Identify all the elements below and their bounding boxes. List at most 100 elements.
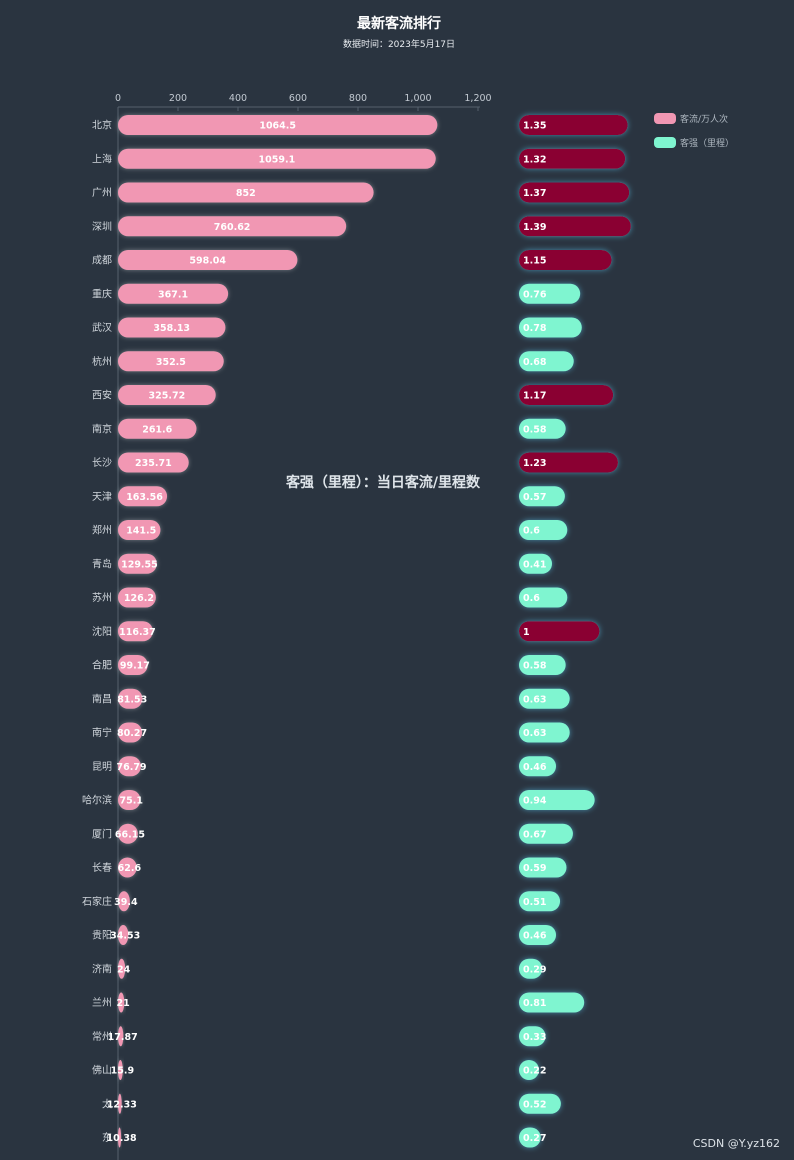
legend-label-passenger-flow: 客流/万人次 bbox=[680, 113, 728, 125]
flow-bar[interactable] bbox=[118, 587, 156, 608]
flow-bar[interactable] bbox=[118, 655, 148, 675]
flow-bar-label: 15.9 bbox=[111, 1066, 134, 1077]
x-tick-label: 200 bbox=[169, 93, 187, 104]
intensity-bar-label: 1.15 bbox=[523, 256, 546, 267]
category-label: 合肥 bbox=[92, 659, 112, 672]
legend-item-passenger-flow[interactable]: 客流/万人次 bbox=[654, 113, 728, 125]
intensity-bar[interactable] bbox=[519, 317, 582, 338]
passenger-flow-bars: 1064.5 1059.1 852 760.62 598.04 367.1 358.13 35… bbox=[107, 115, 438, 1148]
flow-bar-label: 10.38 bbox=[107, 1133, 137, 1144]
legend-item-intensity[interactable]: 客强（里程） bbox=[654, 137, 734, 149]
flow-bar[interactable] bbox=[118, 688, 143, 709]
flow-bar[interactable] bbox=[118, 992, 125, 1013]
intensity-bar[interactable] bbox=[519, 688, 570, 709]
flow-bar[interactable] bbox=[118, 351, 224, 372]
flow-bar[interactable] bbox=[118, 925, 129, 945]
intensity-bar-label: 1.32 bbox=[523, 154, 546, 165]
intensity-bar[interactable] bbox=[519, 385, 614, 405]
flow-bar[interactable] bbox=[118, 756, 142, 777]
flow-bar[interactable] bbox=[118, 1127, 122, 1148]
flow-bar[interactable] bbox=[118, 250, 298, 270]
intensity-bar[interactable] bbox=[519, 587, 568, 608]
flow-bar[interactable] bbox=[118, 148, 436, 169]
flow-bar-label: 235.71 bbox=[135, 458, 172, 469]
category-label: 深圳 bbox=[92, 221, 112, 233]
flow-bar-label: 81.53 bbox=[117, 694, 147, 705]
intensity-bar[interactable] bbox=[519, 216, 631, 237]
intensity-bar[interactable] bbox=[519, 857, 567, 878]
intensity-bar[interactable] bbox=[519, 1127, 541, 1148]
intensity-bar[interactable] bbox=[519, 115, 628, 135]
intensity-bar[interactable] bbox=[519, 958, 543, 979]
x-tick-label: 800 bbox=[349, 93, 367, 104]
flow-bar[interactable] bbox=[118, 520, 161, 540]
intensity-bar[interactable] bbox=[519, 553, 553, 574]
intensity-bar[interactable] bbox=[519, 756, 557, 777]
flow-bar[interactable] bbox=[118, 486, 168, 507]
flow-bar-label: 17.87 bbox=[108, 1032, 138, 1043]
category-label: 南京 bbox=[92, 422, 112, 435]
flow-bar-label: 126.2 bbox=[124, 593, 154, 604]
intensity-bar[interactable] bbox=[519, 992, 585, 1013]
intensity-bar[interactable] bbox=[519, 418, 566, 439]
intensity-bar[interactable] bbox=[519, 182, 630, 203]
legend-label-intensity: 客强（里程） bbox=[680, 137, 734, 149]
flow-bar-label: 62.6 bbox=[118, 863, 142, 874]
flow-bar[interactable] bbox=[118, 1093, 122, 1114]
flow-bar-label: 367.1 bbox=[158, 289, 188, 300]
x-axis-ticks: 0 200 400 600 800 1,000 1,200 bbox=[115, 93, 492, 111]
intensity-bar[interactable] bbox=[519, 520, 568, 540]
category-label: 天津 bbox=[92, 491, 112, 503]
intensity-bar-label: 0.76 bbox=[523, 289, 547, 300]
intensity-bar[interactable] bbox=[519, 790, 595, 810]
flow-bar[interactable] bbox=[118, 317, 226, 338]
flow-bar[interactable] bbox=[118, 1026, 124, 1047]
flow-bar[interactable] bbox=[118, 790, 141, 810]
intensity-bar[interactable] bbox=[519, 722, 570, 743]
flow-bar[interactable] bbox=[118, 553, 157, 574]
flow-bar[interactable] bbox=[118, 722, 143, 743]
intensity-bar-label: 1.39 bbox=[523, 222, 546, 233]
intensity-bar-label: 0.68 bbox=[523, 357, 547, 368]
intensity-bar[interactable] bbox=[519, 148, 626, 169]
chart-title: 最新客流排行 bbox=[357, 15, 441, 32]
flow-bar[interactable] bbox=[118, 1060, 123, 1080]
intensity-bar[interactable] bbox=[519, 351, 574, 372]
intensity-bar[interactable] bbox=[519, 1026, 546, 1047]
flow-bar[interactable] bbox=[118, 115, 438, 135]
category-label: 贵阳 bbox=[92, 929, 112, 942]
intensity-bar[interactable] bbox=[519, 283, 581, 304]
flow-bar[interactable] bbox=[118, 283, 229, 304]
flow-bar[interactable] bbox=[118, 182, 374, 203]
flow-bar[interactable] bbox=[118, 621, 153, 642]
intensity-bar[interactable] bbox=[519, 823, 573, 844]
flow-bar-label: 39.4 bbox=[114, 897, 138, 908]
intensity-bar[interactable] bbox=[519, 452, 619, 473]
flow-bar[interactable] bbox=[118, 216, 347, 237]
intensity-bar[interactable] bbox=[519, 250, 612, 270]
flow-bar[interactable] bbox=[118, 958, 126, 979]
intensity-bar-label: 0.57 bbox=[523, 492, 546, 503]
flow-bar[interactable] bbox=[118, 891, 130, 912]
category-label: 北京 bbox=[92, 119, 112, 132]
flow-bar[interactable] bbox=[118, 385, 216, 405]
flow-bar[interactable] bbox=[118, 452, 189, 473]
flow-bar-label: 358.13 bbox=[153, 323, 190, 334]
intensity-bar[interactable] bbox=[519, 1093, 561, 1114]
intensity-bar[interactable] bbox=[519, 486, 565, 507]
intensity-bar[interactable] bbox=[519, 925, 557, 945]
category-label: 成都 bbox=[92, 255, 112, 267]
intensity-bar-label: 0.94 bbox=[523, 796, 547, 807]
intensity-bar[interactable] bbox=[519, 655, 566, 675]
flow-bar[interactable] bbox=[118, 823, 138, 844]
intensity-bar[interactable] bbox=[519, 891, 561, 912]
intensity-bar[interactable] bbox=[519, 621, 600, 642]
flow-bar[interactable] bbox=[118, 418, 197, 439]
category-label: 杭州 bbox=[92, 355, 112, 368]
category-label: 东 bbox=[102, 1131, 112, 1144]
intensity-bar-label: 0.29 bbox=[523, 964, 546, 975]
flow-bar[interactable] bbox=[118, 857, 137, 878]
intensity-bar-label: 0.27 bbox=[523, 1133, 546, 1144]
intensity-bar-label: 0.58 bbox=[523, 661, 547, 672]
intensity-bar[interactable] bbox=[519, 1060, 539, 1080]
